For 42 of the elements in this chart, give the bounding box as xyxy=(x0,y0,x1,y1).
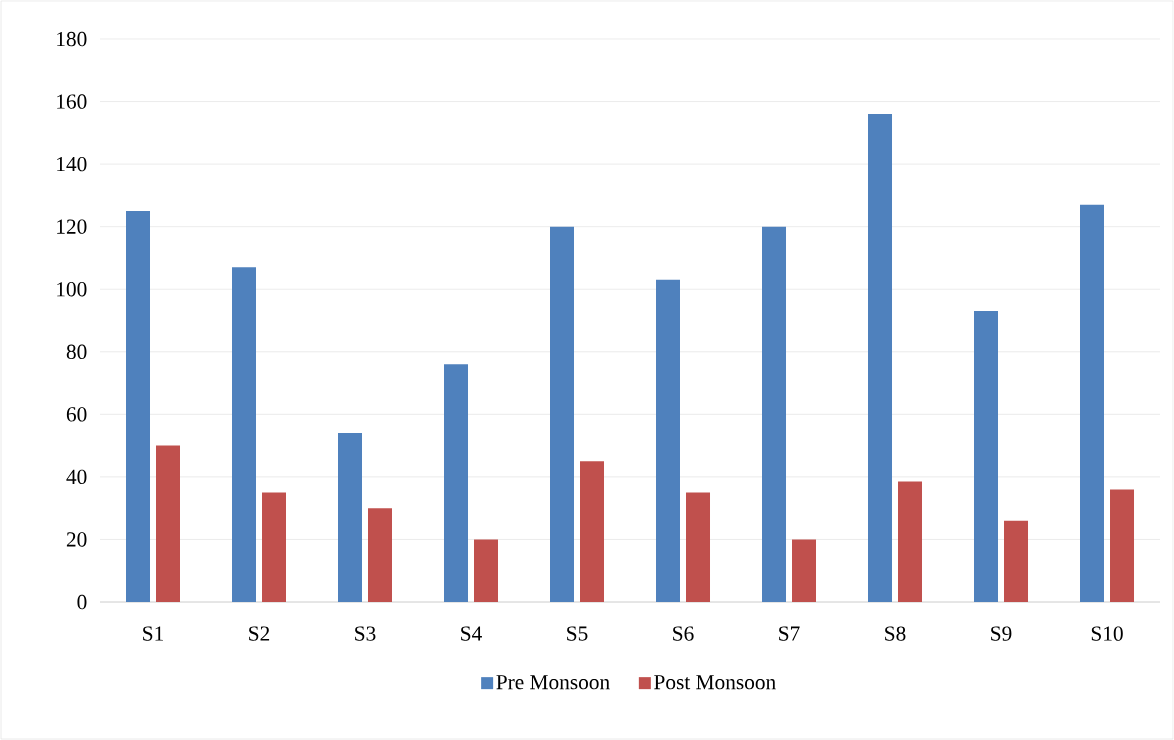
bar xyxy=(898,481,923,602)
bar xyxy=(550,226,574,602)
bar xyxy=(338,433,363,602)
legend-label: Pre Monsoon xyxy=(496,675,610,690)
y-tick-label: 40 xyxy=(66,469,87,485)
bar xyxy=(262,492,286,602)
bar xyxy=(156,445,180,602)
y-tick-label: 60 xyxy=(66,407,87,422)
y-tick-label: 120 xyxy=(57,219,87,234)
bar xyxy=(762,226,787,602)
bar xyxy=(1110,489,1135,602)
y-tick-label: 100 xyxy=(57,282,87,297)
bar xyxy=(444,364,468,602)
bar xyxy=(126,211,151,602)
bar xyxy=(474,539,499,602)
bar xyxy=(656,279,680,602)
bar xyxy=(868,114,893,602)
bar xyxy=(232,267,257,602)
y-tick-label: 0 xyxy=(77,594,87,610)
x-tick-label: S6 xyxy=(673,626,694,641)
bar xyxy=(792,539,817,602)
x-tick-label: S8 xyxy=(885,626,906,641)
bar xyxy=(974,311,999,602)
y-tick-label: 20 xyxy=(66,532,87,547)
x-tick-label: S3 xyxy=(355,626,376,641)
bar xyxy=(368,508,392,602)
bar xyxy=(580,461,605,602)
x-tick-label: S7 xyxy=(779,626,800,641)
y-tick-label: 80 xyxy=(66,344,87,359)
bar xyxy=(686,492,711,602)
x-tick-label: S1 xyxy=(143,626,163,641)
x-tick-label: S5 xyxy=(567,626,588,641)
y-tick-label: 180 xyxy=(57,31,87,47)
bar xyxy=(1004,520,1029,602)
bar xyxy=(1080,204,1105,602)
x-tick-label: S4 xyxy=(461,626,482,641)
legend-label: Post Monsoon xyxy=(654,675,776,690)
x-tick-label: S10 xyxy=(1091,626,1123,641)
y-tick-label: 160 xyxy=(57,94,87,109)
x-tick-label: S9 xyxy=(991,626,1012,641)
y-tick-label: 140 xyxy=(57,156,87,172)
x-tick-label: S2 xyxy=(249,626,270,641)
